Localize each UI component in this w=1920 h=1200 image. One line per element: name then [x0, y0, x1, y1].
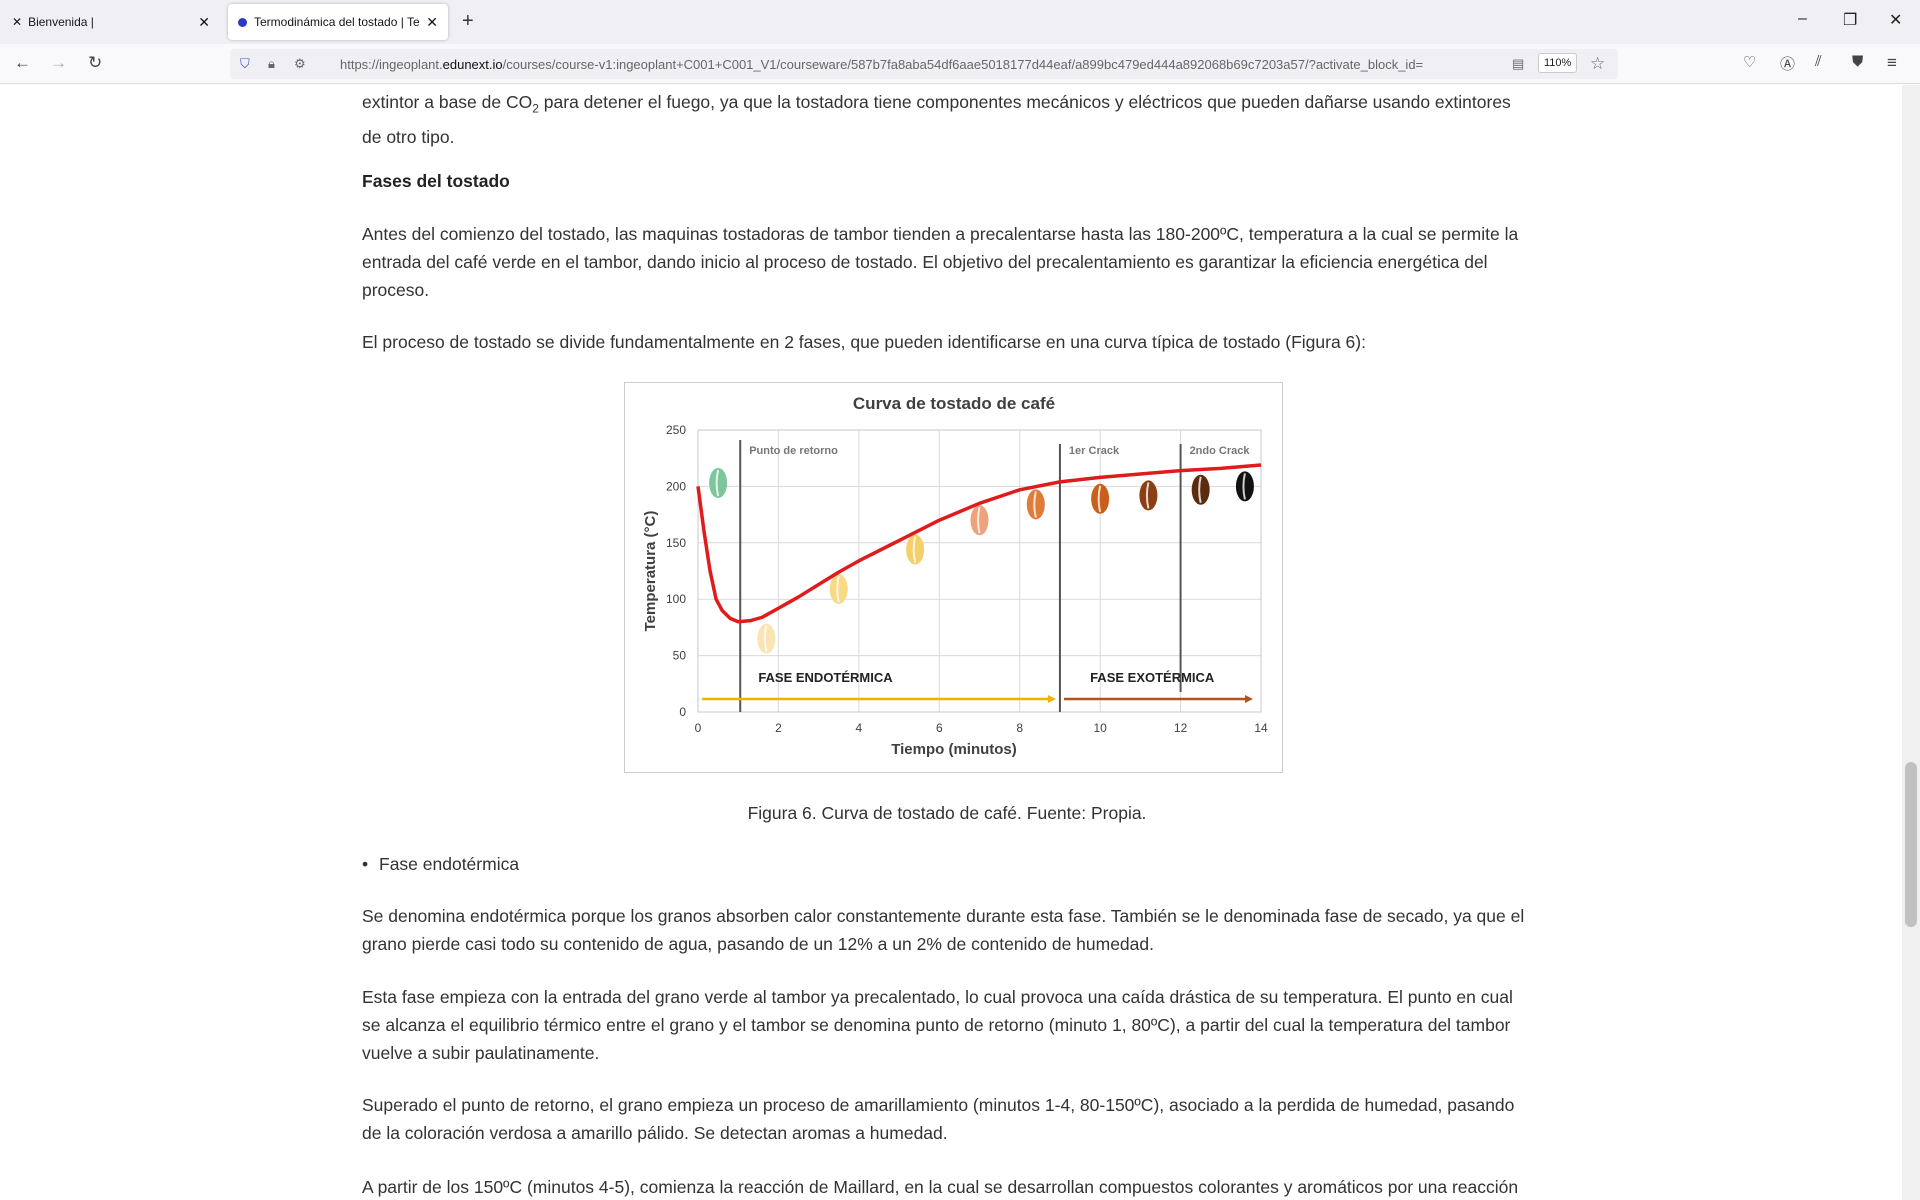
scrollbar[interactable]	[1902, 85, 1920, 1200]
x-tick-label: 10	[1093, 721, 1107, 735]
course-content: extintor a base de CO2 para detener el f…	[0, 85, 1902, 1200]
bullet-item: • Fase endotérmica	[362, 850, 1532, 878]
bookmark-star-icon[interactable]: ☆	[1590, 54, 1606, 73]
reader-view-icon[interactable]: ▤	[1512, 56, 1525, 71]
close-tab-icon[interactable]: ✕	[198, 13, 210, 30]
coffee-bean-crease	[1198, 476, 1202, 504]
roast-curve-chart: Curva de tostado de café 0 50 100 150 200 250 0…	[624, 382, 1283, 773]
tab-bienvenida[interactable]: ✕ Bienvenida | ✕	[12, 13, 210, 30]
phase-arrowhead	[1244, 695, 1253, 703]
reload-button[interactable]: ↻	[88, 53, 103, 72]
tab-bar: ✕ Bienvenida | ✕ Termodinámica del tostado…	[0, 0, 1920, 44]
x-tick-label: 4	[856, 721, 863, 735]
shield-icon[interactable]: ⛉	[240, 56, 250, 71]
coffee-bean	[1026, 489, 1045, 520]
paragraph-punto-retorno: Esta fase empieza con la entrada del gra…	[362, 987, 1513, 1063]
x-tick-label: 6	[936, 721, 943, 735]
bullet-icon: •	[362, 854, 369, 874]
y-tick-label: 200	[666, 479, 686, 493]
paragraph-endotermica: Se denomina endotérmica porque los grano…	[362, 906, 1525, 954]
restore-button[interactable]: ❐	[1843, 12, 1858, 29]
x-tick-label: 2	[775, 721, 782, 735]
y-tick-label: 150	[666, 536, 686, 550]
zoom-level[interactable]: 110%	[1538, 53, 1578, 73]
y-axis-label: Temperatura (°C)	[642, 511, 659, 632]
back-button[interactable]: ←	[14, 53, 31, 72]
phase-arrowhead	[1047, 695, 1056, 703]
close-tab-icon[interactable]: ✕	[426, 13, 438, 30]
forward-button[interactable]: →	[50, 53, 67, 72]
coffee-bean-crease	[1145, 482, 1150, 509]
figure-caption: Figura 6. Curva de tostado de café. Fuen…	[747, 803, 1147, 823]
paragraph-fases-intro: El proceso de tostado se divide fundamen…	[362, 332, 1366, 352]
chart-svg: Curva de tostado de café 0 50 100 150 200 250 0…	[642, 394, 1268, 758]
y-tick-label: 250	[666, 423, 686, 437]
paragraph-amarillamiento: Superado el punto de retorno, el grano e…	[362, 1095, 1515, 1143]
library-icon[interactable]: ⫽	[1815, 53, 1822, 70]
paragraph-extintor: extintor a base de CO2 para detener el f…	[362, 92, 1511, 147]
extension-icon[interactable]: ⛊	[1852, 53, 1864, 70]
tab-termodinamica[interactable]: Termodinámica del tostado | Te ✕	[228, 4, 448, 40]
x-axis-label: Tiempo (minutos)	[891, 741, 1017, 758]
paragraph-maillard: A partir de los 150ºC (minutos 4-5), com…	[362, 1177, 1519, 1197]
y-tick-label: 50	[673, 649, 687, 663]
pocket-icon[interactable]: ♡	[1743, 54, 1757, 71]
minimize-button[interactable]: –	[1798, 10, 1807, 27]
site-icon	[238, 17, 247, 27]
lock-icon[interactable]: 🔒︎	[268, 56, 275, 71]
menu-icon[interactable]: ≡	[1887, 53, 1897, 72]
new-tab-button[interactable]: +	[462, 10, 474, 32]
coffee-bean-crease	[763, 625, 768, 652]
coffee-bean	[1235, 471, 1254, 502]
coffee-bean-crease	[715, 469, 720, 497]
y-tick-label: 100	[666, 592, 686, 606]
coffee-bean-crease	[1242, 473, 1246, 500]
coffee-bean	[829, 574, 848, 605]
x-tick-label: 0	[695, 721, 702, 735]
close-window-button[interactable]: ✕	[1889, 12, 1903, 29]
marker-label: 1er Crack	[1069, 445, 1120, 457]
y-tick-label: 0	[679, 705, 686, 719]
coffee-bean-crease	[1097, 485, 1102, 513]
marker-label: 2ndo Crack	[1190, 445, 1251, 457]
permissions-icon[interactable]: ⚙	[294, 56, 306, 71]
coffee-bean	[1139, 480, 1158, 511]
temperature-curve	[696, 463, 1262, 624]
plot-frame	[697, 429, 1262, 713]
coffee-bean	[1091, 483, 1110, 514]
account-icon[interactable]: Ⓐ	[1780, 56, 1796, 73]
x-tick-label: 8	[1016, 721, 1023, 735]
url-text[interactable]: https://ingeoplant.edunext.io/courses/co…	[340, 56, 1424, 72]
navigation-bar: ← → ↻ ⛉ 🔒︎ ⚙ https://ingeoplant.edunext.…	[0, 44, 1920, 84]
scrollbar-thumb[interactable]	[1905, 762, 1917, 927]
coffee-bean-crease	[836, 575, 840, 603]
phase-label: FASE EXOTÉRMICA	[1090, 670, 1215, 685]
url-bar[interactable]: ⛉ 🔒︎ ⚙ https://ingeoplant.edunext.io/cou…	[230, 49, 1618, 79]
x-tick-label: 14	[1254, 721, 1268, 735]
coffee-bean	[757, 623, 776, 654]
phase-label: FASE ENDOTÉRMICA	[758, 670, 893, 685]
edunext-icon: ✕	[12, 15, 23, 29]
coffee-bean-crease	[912, 536, 917, 563]
coffee-bean	[970, 505, 989, 536]
marker-label: Punto de retorno	[749, 445, 838, 457]
coffee-bean	[709, 468, 728, 499]
paragraph-precalentamiento: Antes del comienzo del tostado, las maqu…	[362, 224, 1519, 300]
chart-title: Curva de tostado de café	[853, 394, 1055, 413]
heading-fases: Fases del tostado	[362, 171, 510, 191]
coffee-bean	[1191, 474, 1210, 505]
coffee-bean	[906, 534, 925, 565]
coffee-bean-crease	[977, 507, 981, 534]
x-tick-label: 12	[1174, 721, 1188, 735]
coffee-bean-crease	[1033, 491, 1037, 518]
